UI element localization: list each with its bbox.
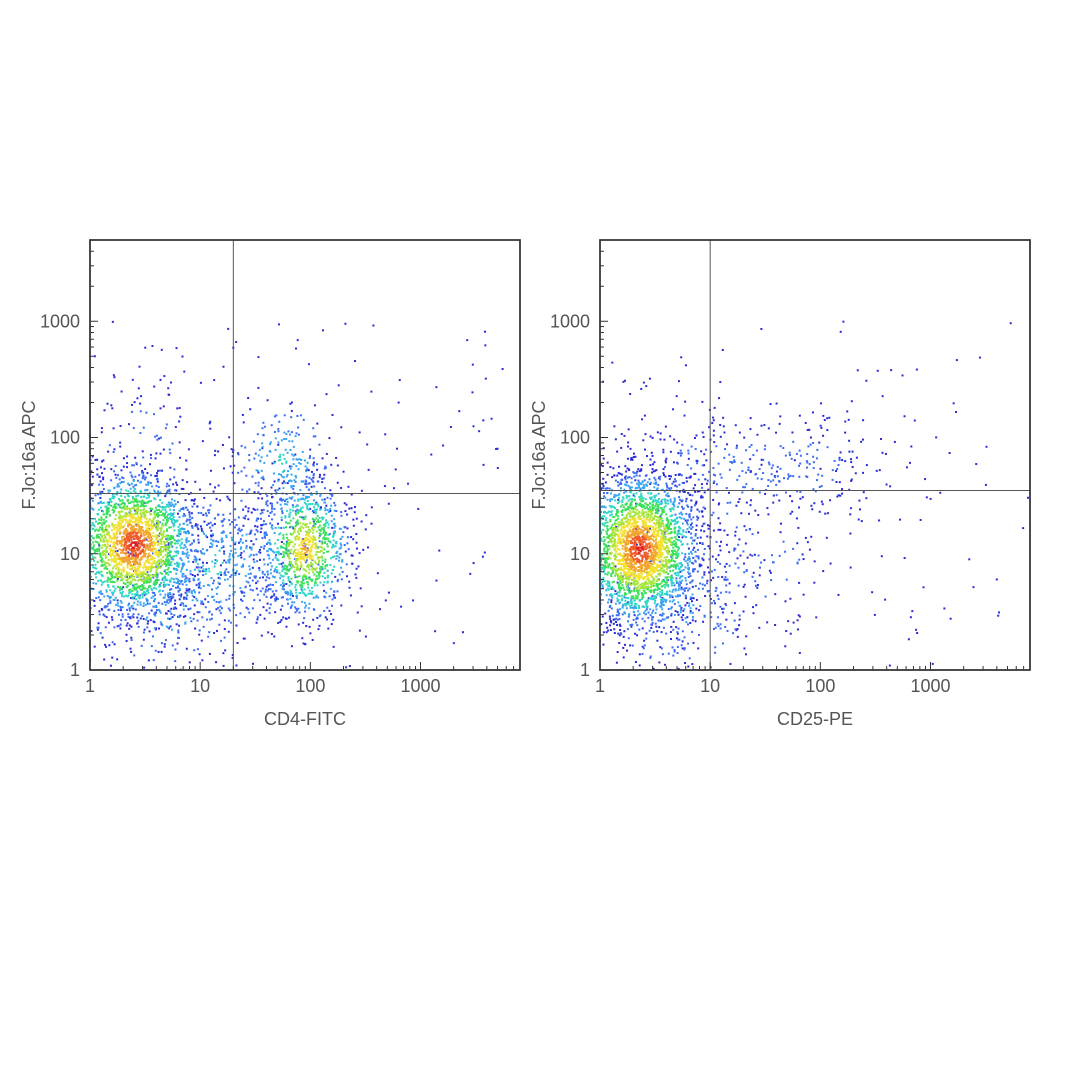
panel-left: 1 10 100 1000 1 10 100 1000 CD4-FITC F.Jo:16a APC	[19, 240, 520, 729]
xlabel-left: CD4-FITC	[264, 709, 346, 729]
xtick-left-1000: 1000	[400, 676, 440, 696]
panel-right: 1 10 100 1000 1 10 100 1000 CD25-PE F.Jo:16a APC	[529, 240, 1030, 729]
ytick-right-1000: 1000	[550, 311, 590, 331]
xlabel-right: CD25-PE	[777, 709, 853, 729]
xtick-right-10: 10	[700, 676, 720, 696]
ytick-left-1: 1	[70, 660, 80, 680]
ytick-left-100: 100	[50, 428, 80, 448]
xtick-left-10: 10	[190, 676, 210, 696]
ytick-left-1000: 1000	[40, 311, 80, 331]
ytick-right-100: 100	[560, 428, 590, 448]
ylabel-right: F.Jo:16a APC	[529, 400, 549, 509]
figure-svg: 1 10 100 1000 1 10 100 1000 CD4-FITC F.Jo:16a APC…	[0, 0, 1080, 1080]
xtick-right-100: 100	[805, 676, 835, 696]
ylabel-left: F.Jo:16a APC	[19, 400, 39, 509]
ytick-right-10: 10	[570, 544, 590, 564]
xtick-right-1: 1	[595, 676, 605, 696]
xtick-right-1000: 1000	[910, 676, 950, 696]
figure-container: 1 10 100 1000 1 10 100 1000 CD4-FITC F.Jo:16a APC…	[0, 0, 1080, 1080]
xtick-left-100: 100	[295, 676, 325, 696]
ytick-left-10: 10	[60, 544, 80, 564]
xtick-left-1: 1	[85, 676, 95, 696]
ytick-right-1: 1	[580, 660, 590, 680]
